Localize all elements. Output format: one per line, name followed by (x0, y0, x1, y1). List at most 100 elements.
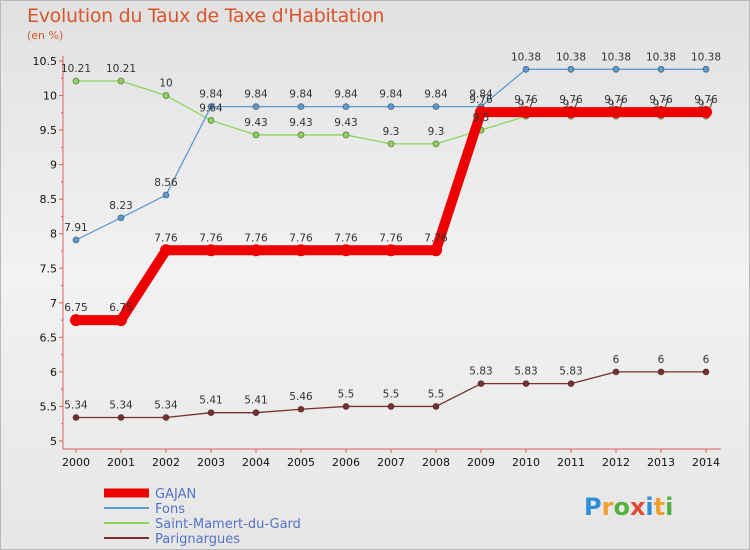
data-label: 8.23 (109, 200, 132, 212)
data-point (342, 403, 350, 410)
data-label: 5.83 (469, 366, 492, 378)
x-tick-label: 2003 (197, 456, 225, 469)
data-point (162, 191, 170, 199)
data-point (477, 380, 485, 388)
data-point (702, 368, 710, 376)
chart-title: Evolution du Taux de Taxe d'Habitation (27, 5, 385, 27)
y-tick-label: 7 (50, 297, 57, 310)
x-tick-label: 2009 (467, 456, 495, 469)
y-tick-label: 10.5 (33, 55, 58, 68)
data-point (567, 380, 575, 388)
y-tick-label: 7.5 (40, 262, 58, 275)
logo-letter: o (613, 493, 630, 521)
data-point (160, 244, 172, 257)
data-point (162, 414, 170, 421)
y-tick-label: 8.5 (40, 193, 58, 206)
data-label: 9.84 (199, 89, 223, 101)
data-point (207, 409, 215, 417)
data-label: 10.21 (106, 63, 136, 75)
x-tick-label: 2001 (107, 456, 135, 469)
data-point (565, 106, 577, 119)
data-label: 7.76 (424, 232, 448, 244)
data-label: 5.41 (244, 395, 267, 407)
data-point (342, 131, 350, 139)
data-label: 5.34 (109, 400, 133, 412)
legend-label: Fons (155, 502, 185, 517)
logo-letter: r (601, 493, 614, 521)
data-point (252, 103, 260, 110)
data-point (657, 65, 665, 73)
logo-letter: i (665, 493, 674, 521)
chart-subtitle: (en %) (27, 29, 64, 42)
data-label: 6 (703, 354, 710, 366)
x-tick-label: 2011 (557, 456, 585, 469)
data-label: 6.75 (109, 302, 132, 314)
logo-letter: t (653, 493, 666, 521)
data-point (250, 244, 262, 257)
data-point (655, 106, 667, 119)
data-label: 10.21 (61, 63, 91, 75)
data-label: 9.84 (469, 89, 493, 101)
data-point (72, 414, 80, 421)
data-label: 9.64 (199, 102, 223, 114)
data-label: 5.34 (154, 400, 178, 412)
data-point (252, 409, 260, 417)
data-label: 9.84 (379, 89, 403, 101)
data-point (162, 92, 170, 99)
data-point (297, 405, 305, 413)
data-label: 9.7 (698, 98, 715, 110)
x-tick-label: 2014 (692, 456, 720, 469)
data-point (702, 65, 710, 73)
data-point (610, 106, 622, 119)
data-label: 7.76 (244, 232, 268, 244)
x-tick-label: 2004 (242, 456, 270, 469)
data-label: 9.76 (514, 94, 538, 106)
x-tick-label: 2000 (62, 456, 90, 469)
data-label: 9.3 (383, 126, 400, 138)
data-label: 10.38 (511, 51, 541, 63)
data-label: 6 (658, 354, 665, 366)
data-label: 9.3 (428, 126, 445, 138)
data-point (657, 368, 665, 376)
y-tick-label: 6 (50, 366, 57, 379)
data-point (430, 244, 442, 257)
data-point (342, 103, 350, 110)
data-label: 9.43 (289, 117, 312, 129)
data-point (567, 65, 575, 73)
data-point (297, 131, 305, 139)
data-label: 7.76 (289, 232, 313, 244)
y-tick-label: 6.5 (40, 331, 58, 344)
data-label: 10 (159, 78, 172, 90)
data-label: 5.41 (199, 395, 222, 407)
data-label: 9.43 (334, 117, 357, 129)
logo-letter: i (645, 493, 654, 521)
data-point (207, 103, 215, 110)
data-label: 7.76 (199, 232, 223, 244)
data-labels: 6.75 6.757.76 7.76 7.76 7.76 7.76 7.76 7.769.76… (61, 51, 721, 411)
y-tick-label: 5.5 (40, 400, 58, 413)
legend: GAJANFonsSaint-Mamert-du-GardParignargue… (104, 487, 301, 547)
data-point (252, 131, 260, 139)
data-point (115, 314, 127, 327)
data-label: 5.83 (514, 366, 537, 378)
series-layer (70, 65, 712, 421)
x-tick-label: 2006 (332, 456, 360, 469)
data-point (70, 314, 82, 327)
data-point (117, 414, 125, 421)
data-point (207, 117, 215, 124)
data-label: 9.43 (244, 117, 267, 129)
data-label: 9.7 (653, 98, 670, 110)
x-tick-label: 2013 (647, 456, 675, 469)
data-label: 5.5 (383, 388, 400, 400)
data-point (612, 368, 620, 376)
data-label: 10.38 (646, 51, 676, 63)
data-label: 7.76 (379, 232, 403, 244)
proxiti-logo: Proxiti (584, 493, 673, 521)
data-point (117, 214, 125, 222)
data-point (612, 65, 620, 73)
y-tick-label: 9.5 (40, 124, 58, 137)
axes: 5 5.5 6 6.5 7 7.5 8 8.5 9 9.5 10 10.5 2000 2001 2002 20… (33, 55, 721, 469)
data-label: 7.76 (334, 232, 358, 244)
data-point (432, 140, 440, 148)
data-label: 9.76 (559, 94, 583, 106)
